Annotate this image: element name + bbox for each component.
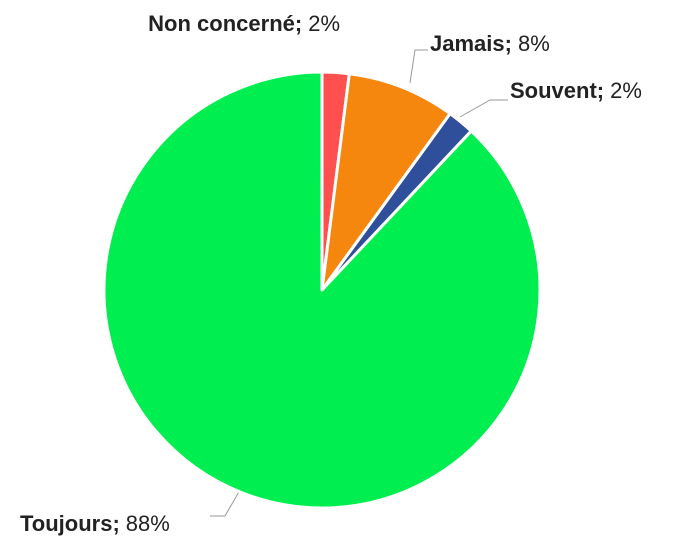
data-label: Souvent; 2% [510, 78, 642, 103]
value-label: 2% [308, 11, 340, 36]
data-label: Jamais; 8% [430, 31, 550, 56]
value-label: 8% [518, 31, 550, 56]
category-name: Toujours [20, 511, 112, 536]
separator: ; [112, 511, 119, 536]
category-name: Jamais [430, 31, 505, 56]
category-name: Souvent [510, 78, 597, 103]
pie-slice [320, 72, 452, 292]
separator: ; [505, 31, 512, 56]
data-label: Non concerné; 2% [148, 11, 340, 36]
separator: ; [597, 78, 604, 103]
leader-line [210, 489, 241, 517]
leader-line [459, 99, 508, 118]
data-label: Toujours; 88% [20, 511, 170, 536]
separator: ; [295, 11, 302, 36]
leader-line [409, 49, 428, 84]
pie-slice [102, 70, 542, 510]
value-label: 2% [610, 78, 642, 103]
value-label: 88% [126, 511, 170, 536]
category-name: Non concerné [148, 11, 295, 36]
